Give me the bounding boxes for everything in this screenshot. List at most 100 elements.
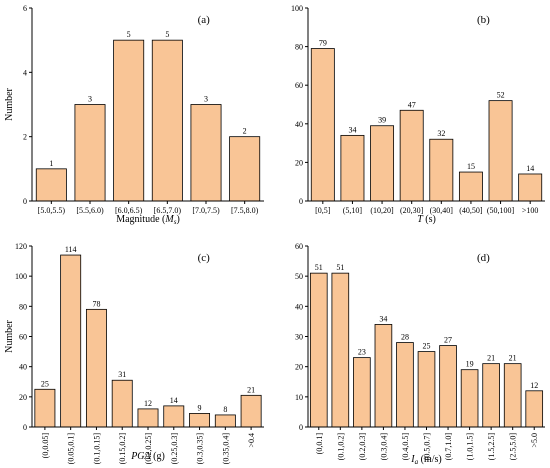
- y-tick-label: 20: [19, 393, 27, 402]
- y-tick-label: 120: [15, 242, 27, 251]
- bar: [374, 324, 393, 428]
- y-tick-label: 60: [295, 242, 303, 251]
- y-tick-label: 0: [299, 197, 303, 206]
- bar: [370, 125, 395, 202]
- bar: [458, 171, 483, 202]
- bar: [518, 173, 543, 202]
- bar: [340, 134, 365, 202]
- x-tick-label: (0.15,0.2]: [118, 433, 127, 465]
- x-tick-label: (0.1,0.15]: [92, 433, 101, 465]
- bar: [460, 369, 479, 428]
- data-label: 14: [526, 164, 534, 173]
- bar: [163, 405, 185, 428]
- y-tick-label: 6: [23, 4, 27, 13]
- x-tick-label: (1.5,2.5]: [487, 433, 496, 461]
- y-tick-label: 60: [295, 81, 303, 90]
- x-tick-label: (0.05,0.1]: [67, 433, 76, 465]
- bar: [503, 363, 522, 428]
- x-axis-title: PGA (g): [130, 451, 165, 462]
- x-tick-label: (20,30]: [400, 206, 424, 215]
- x-tick-label: (0.5,0.7]: [423, 433, 432, 461]
- data-label: 34: [379, 314, 387, 323]
- data-label: 78: [92, 299, 100, 308]
- data-label: 34: [348, 125, 356, 134]
- panel-c: 25 114 78 31 12 14 9 8 21 0 20 40 60 80 100 120 (0,0.05]…: [4, 242, 264, 464]
- x-axis-title: T (s): [417, 214, 436, 225]
- bar: [35, 168, 67, 202]
- x-tick-label: (30,40]: [430, 206, 454, 215]
- panel-b: 79 34 39 47 32 15 52 14 0 20 40 60 80 100 [0,5] (5,10] (…: [291, 4, 545, 225]
- y-tick-label: 100: [15, 272, 27, 281]
- data-label: 5: [127, 30, 131, 39]
- data-label: 14: [170, 396, 178, 405]
- panel-label: (d): [477, 252, 490, 264]
- x-axis-title: Ia (m/s): [410, 454, 441, 466]
- data-label: 3: [204, 95, 208, 104]
- data-label: 28: [401, 333, 409, 342]
- bar: [113, 39, 145, 202]
- data-label: 27: [444, 336, 452, 345]
- x-tick-label: [7.0,7.5): [192, 206, 220, 215]
- bar: [525, 390, 544, 428]
- data-label: 51: [315, 263, 323, 272]
- data-label: 52: [497, 91, 505, 100]
- x-tick-label: (0.3,0.35]: [196, 433, 205, 465]
- panel-a: 1 3 5 5 3 2 0 2 4 6 [5.0,5.5) [5.5,6.0) [6.0,6.5) [6.…: [4, 4, 264, 226]
- bar: [229, 136, 261, 202]
- x-tick-label: [6.0,6.5): [115, 206, 143, 215]
- data-label: 21: [247, 385, 255, 394]
- data-label: 47: [408, 100, 416, 109]
- y-tick-label: 20: [295, 158, 303, 167]
- y-tick-label: 50: [295, 272, 303, 281]
- data-label: 39: [378, 116, 386, 125]
- x-tick-label: >5.0: [530, 433, 539, 448]
- x-tick-label: [7.5,8.0): [231, 206, 259, 215]
- panel-label: (a): [198, 14, 211, 26]
- bar: [429, 138, 454, 202]
- data-label: 8: [223, 405, 227, 414]
- bar: [137, 408, 159, 428]
- bar: [439, 345, 457, 428]
- y-tick-label: 10: [295, 393, 303, 402]
- bar: [310, 48, 335, 202]
- data-label: 31: [118, 370, 126, 379]
- data-label: 2: [243, 127, 247, 136]
- y-axis-title: Number: [4, 319, 15, 352]
- y-tick-label: 40: [295, 120, 303, 129]
- x-tick-label: (0.7,1.0]: [444, 433, 453, 461]
- bar: [151, 39, 183, 202]
- y-tick-label: 80: [295, 43, 303, 52]
- bar: [85, 308, 107, 428]
- x-tick-label: (0.3,0.4]: [379, 433, 388, 461]
- bar: [60, 254, 82, 428]
- bar: [331, 272, 350, 428]
- data-label: 25: [423, 342, 431, 351]
- y-tick-label: 40: [295, 302, 303, 311]
- bar: [214, 414, 236, 428]
- data-label: 21: [487, 354, 495, 363]
- y-tick-label: 30: [295, 333, 303, 342]
- y-tick-label: 80: [19, 302, 27, 311]
- bar: [240, 394, 262, 428]
- data-label: 79: [319, 39, 327, 48]
- x-tick-label: (0.35,0.4]: [221, 433, 230, 465]
- x-tick-label: (0,0.05]: [41, 433, 50, 459]
- x-tick-label: (5,10]: [343, 206, 363, 215]
- data-label: 51: [336, 263, 344, 272]
- data-label: 21: [509, 354, 517, 363]
- x-tick-label: [5.5,6.0): [76, 206, 104, 215]
- y-tick-label: 60: [19, 333, 27, 342]
- y-tick-label: 40: [19, 363, 27, 372]
- bar: [417, 351, 436, 428]
- x-tick-label: (0.4,0.5]: [401, 433, 410, 461]
- bar: [190, 104, 222, 202]
- x-tick-label: (0.25,0.3]: [170, 433, 179, 465]
- bar: [34, 388, 56, 428]
- x-tick-label: >100: [522, 206, 539, 215]
- data-label: 3: [88, 95, 92, 104]
- y-axis-title: Number: [4, 87, 15, 120]
- bar: [399, 109, 424, 202]
- panel-label: (c): [198, 252, 211, 264]
- y-tick-label: 0: [23, 423, 27, 432]
